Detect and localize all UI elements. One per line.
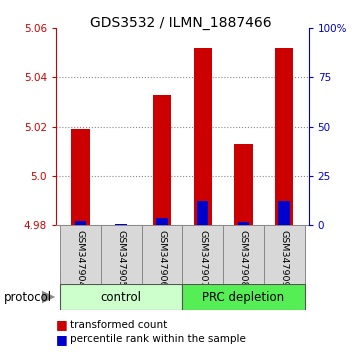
Text: ■: ■ bbox=[56, 333, 68, 346]
Bar bbox=[182, 225, 223, 285]
Bar bbox=[223, 225, 264, 285]
Text: percentile rank within the sample: percentile rank within the sample bbox=[70, 334, 246, 344]
Bar bbox=[71, 129, 90, 225]
Text: GDS3532 / ILMN_1887466: GDS3532 / ILMN_1887466 bbox=[90, 16, 271, 30]
Text: transformed count: transformed count bbox=[70, 320, 168, 330]
Bar bbox=[153, 95, 171, 225]
Bar bbox=[156, 218, 168, 225]
Bar bbox=[116, 224, 127, 225]
Bar bbox=[182, 284, 305, 310]
Bar bbox=[101, 225, 142, 285]
Polygon shape bbox=[42, 291, 55, 303]
Bar bbox=[278, 201, 290, 225]
Bar bbox=[238, 222, 249, 225]
Text: protocol: protocol bbox=[4, 291, 52, 303]
Text: GSM347907: GSM347907 bbox=[198, 230, 207, 287]
Text: control: control bbox=[101, 291, 142, 303]
Bar bbox=[275, 48, 293, 225]
Bar bbox=[234, 144, 253, 225]
Text: GSM347908: GSM347908 bbox=[239, 230, 248, 287]
Bar bbox=[75, 221, 86, 225]
Bar bbox=[197, 201, 208, 225]
Text: GSM347909: GSM347909 bbox=[280, 230, 289, 287]
Text: PRC depletion: PRC depletion bbox=[203, 291, 284, 303]
Bar bbox=[60, 284, 182, 310]
Bar bbox=[142, 225, 182, 285]
Bar bbox=[60, 225, 101, 285]
Text: GSM347905: GSM347905 bbox=[117, 230, 126, 287]
Text: GSM347906: GSM347906 bbox=[157, 230, 166, 287]
Bar bbox=[264, 225, 305, 285]
Text: ■: ■ bbox=[56, 319, 68, 331]
Text: GSM347904: GSM347904 bbox=[76, 230, 85, 287]
Bar bbox=[193, 48, 212, 225]
